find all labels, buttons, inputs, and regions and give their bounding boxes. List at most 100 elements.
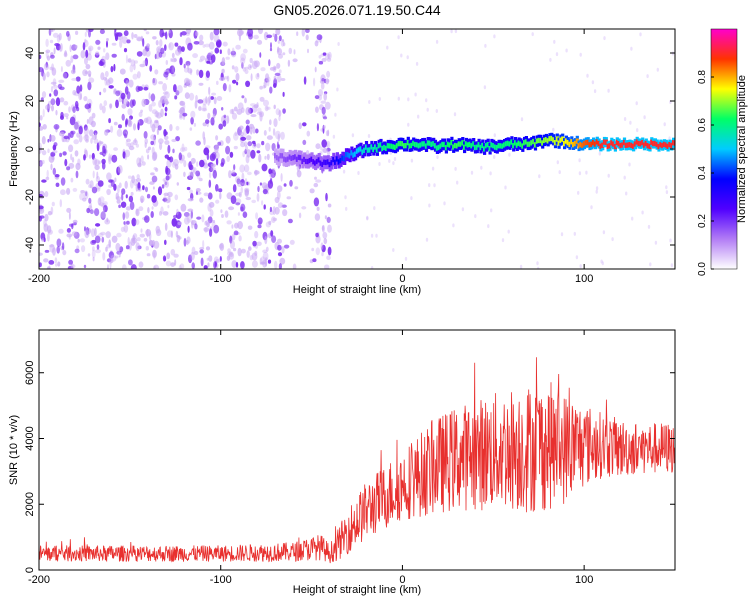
noise-speckle: [131, 175, 135, 184]
noise-speckle: [39, 252, 43, 256]
noise-speckle: [127, 175, 132, 179]
noise-speckle: [47, 211, 53, 216]
noise-speckle: [142, 60, 147, 65]
noise-speckle: [153, 264, 160, 269]
noise-speckle: [113, 88, 117, 93]
noise-speckle: [53, 89, 59, 97]
noise-speckle: [586, 73, 589, 78]
noise-speckle: [184, 92, 190, 99]
noise-speckle: [235, 192, 242, 197]
noise-speckle: [279, 257, 286, 265]
signal-band-core: [359, 146, 363, 152]
noise-speckle: [250, 73, 253, 82]
noise-speckle: [367, 134, 371, 138]
noise-speckle: [194, 100, 198, 109]
noise-speckle: [155, 40, 159, 46]
signal-band-core: [479, 144, 483, 151]
noise-speckle: [240, 136, 247, 141]
signal-band-core: [392, 144, 396, 150]
noise-speckle: [139, 157, 142, 167]
noise-speckle: [146, 193, 151, 199]
noise-speckle: [47, 229, 53, 235]
noise-speckle: [125, 54, 128, 64]
noise-speckle: [116, 32, 123, 37]
noise-speckle: [287, 218, 293, 224]
signal-band-core: [314, 160, 318, 166]
noise-speckle: [93, 138, 99, 144]
noise-speckle: [313, 77, 316, 87]
noise-speckle: [39, 146, 42, 155]
signal-band-core: [428, 140, 432, 146]
noise-speckle: [178, 50, 182, 55]
noise-speckle: [141, 161, 146, 166]
noise-speckle: [102, 251, 106, 261]
noise-speckle: [182, 112, 188, 117]
noise-speckle: [281, 39, 285, 43]
spectrogram-y-tick-label: -40: [24, 237, 36, 253]
noise-speckle: [179, 32, 183, 37]
spectrogram-y-tick-label: 0: [24, 146, 36, 152]
noise-speckle: [366, 215, 369, 220]
noise-speckle: [160, 108, 164, 118]
colorbar-tick-label: 0.8: [697, 70, 708, 84]
noise-speckle: [53, 142, 58, 147]
noise-speckle: [164, 106, 168, 112]
signal-band-core: [404, 143, 409, 149]
noise-speckle: [266, 153, 270, 161]
noise-speckle: [322, 52, 327, 56]
noise-speckle: [259, 52, 262, 58]
signal-band-core: [648, 143, 652, 150]
noise-speckle: [68, 259, 73, 265]
noise-speckle: [213, 261, 217, 269]
noise-speckle: [177, 85, 183, 94]
noise-speckle: [164, 91, 170, 99]
signal-band-core: [364, 144, 369, 150]
spectrogram-signal-layer: [274, 132, 675, 172]
noise-speckle: [183, 237, 187, 247]
noise-speckle: [315, 143, 321, 150]
noise-speckle: [435, 39, 439, 44]
signal-band-core: [493, 144, 498, 150]
noise-speckle: [263, 130, 267, 136]
signal-band-core: [297, 154, 301, 160]
noise-speckle: [293, 49, 296, 55]
noise-speckle: [231, 108, 235, 115]
signal-band-core: [510, 139, 514, 145]
noise-speckle: [48, 260, 55, 265]
noise-speckle: [189, 69, 193, 76]
noise-speckle: [165, 60, 168, 65]
noise-speckle: [102, 87, 107, 93]
noise-speckle: [62, 151, 67, 156]
noise-speckle: [244, 148, 247, 155]
noise-speckle: [108, 156, 112, 165]
noise-speckle: [151, 101, 156, 107]
noise-speckle: [238, 191, 242, 198]
noise-speckle: [103, 100, 108, 107]
signal-band-core: [368, 147, 372, 153]
noise-speckle: [204, 220, 208, 226]
noise-speckle: [327, 203, 332, 208]
noise-speckle: [320, 242, 324, 250]
noise-speckle: [195, 94, 198, 102]
signal-band-core: [524, 139, 528, 145]
noise-speckle: [145, 148, 150, 154]
noise-speckle: [428, 203, 431, 208]
noise-speckle: [265, 259, 268, 267]
noise-speckle: [591, 80, 595, 85]
noise-speckle: [292, 58, 298, 63]
noise-speckle: [261, 140, 265, 146]
noise-speckle: [649, 262, 652, 267]
noise-speckle: [267, 259, 272, 264]
signal-band-core: [655, 141, 659, 148]
noise-speckle: [130, 142, 134, 147]
noise-speckle: [173, 84, 177, 93]
noise-speckle: [240, 57, 246, 65]
noise-speckle: [431, 166, 435, 171]
noise-speckle: [124, 153, 127, 161]
noise-speckle: [63, 135, 69, 140]
noise-speckle: [164, 140, 170, 145]
noise-speckle: [305, 29, 310, 33]
noise-speckle: [196, 161, 199, 168]
noise-speckle: [159, 142, 163, 150]
signal-band-core: [484, 143, 488, 149]
